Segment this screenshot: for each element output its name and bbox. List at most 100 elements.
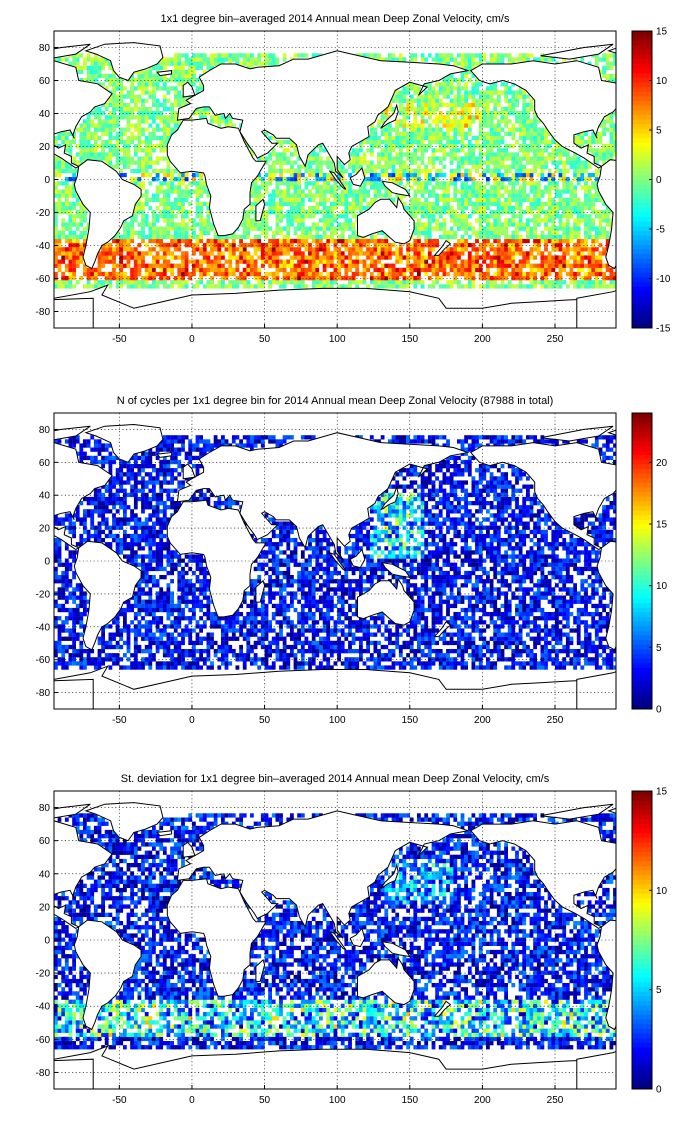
heatmap-cell	[144, 243, 149, 248]
heatmap-cell	[162, 193, 167, 198]
heatmap-cell	[424, 127, 429, 132]
heatmap-cell	[130, 222, 134, 227]
heatmap-cell	[504, 53, 508, 58]
heatmap-cell	[406, 284, 410, 289]
heatmap-cell	[478, 205, 483, 211]
heatmap-cell	[388, 164, 392, 169]
heatmap-cell	[427, 160, 432, 165]
heatmap-cell	[518, 119, 523, 124]
heatmap-cell	[489, 230, 494, 235]
heatmap-cell	[144, 189, 149, 194]
heatmap-cell	[104, 78, 109, 83]
heatmap-cell	[268, 61, 272, 66]
heatmap-cell	[409, 82, 414, 87]
heatmap-cell	[351, 205, 356, 211]
heatmap-cell	[533, 197, 537, 202]
heatmap-cell	[427, 127, 432, 132]
heatmap-cell	[388, 280, 392, 285]
heatmap-cell	[337, 168, 341, 174]
heatmap-cell	[460, 73, 465, 79]
heatmap-cell	[515, 243, 519, 248]
heatmap-cell	[547, 255, 552, 260]
heatmap-cell	[141, 185, 145, 190]
heatmap-cell	[602, 160, 606, 165]
heatmap-cell	[152, 197, 156, 202]
heatmap-cell	[286, 222, 291, 227]
heatmap-cell	[75, 243, 80, 248]
heatmap-cell	[609, 144, 614, 149]
heatmap-cell	[526, 123, 530, 128]
heatmap-cell	[192, 82, 196, 87]
heatmap-cell	[115, 280, 120, 285]
heatmap-cell	[402, 284, 407, 289]
heatmap-cell	[159, 181, 164, 186]
heatmap-cell	[587, 263, 592, 268]
colorbar-step	[632, 300, 652, 306]
heatmap-cell	[486, 152, 490, 157]
heatmap-cell	[148, 73, 153, 79]
heatmap-cell	[297, 193, 301, 198]
heatmap-cell	[137, 230, 142, 235]
heatmap-cell	[184, 189, 189, 194]
heatmap-cell	[202, 201, 207, 207]
heatmap-cell	[221, 276, 225, 281]
heatmap-cell	[155, 197, 160, 202]
heatmap-cell	[137, 197, 142, 202]
heatmap-cell	[108, 98, 113, 103]
heatmap-cell	[268, 197, 272, 202]
heatmap-cell	[148, 226, 153, 231]
heatmap-cell	[181, 98, 185, 103]
heatmap-cell	[308, 172, 312, 178]
heatmap-cell	[486, 102, 490, 108]
heatmap-cell	[449, 214, 454, 219]
heatmap-cell	[170, 57, 174, 62]
heatmap-cell	[420, 222, 425, 227]
colorbar-step	[632, 133, 652, 139]
land-outline	[380, 103, 399, 129]
heatmap-cell	[413, 247, 418, 252]
heatmap-cell	[64, 255, 69, 260]
heatmap-cell	[173, 65, 178, 70]
heatmap-cell	[86, 115, 91, 120]
heatmap-cell	[587, 139, 592, 145]
heatmap-cell	[221, 115, 225, 120]
heatmap-cell	[518, 271, 523, 277]
heatmap-cell	[119, 267, 124, 273]
heatmap-cell	[275, 247, 280, 252]
heatmap-cell	[558, 222, 563, 227]
heatmap-cell	[526, 284, 530, 289]
heatmap-cell	[424, 222, 429, 227]
heatmap-cell	[533, 193, 537, 198]
heatmap-cell	[290, 185, 294, 190]
colorbar-step	[632, 193, 652, 199]
heatmap-cell	[522, 119, 527, 124]
heatmap-cell	[159, 276, 164, 281]
heatmap-cell	[344, 247, 349, 252]
land-outline	[576, 290, 616, 328]
heatmap-cell	[286, 160, 291, 165]
heatmap-cell	[584, 222, 588, 227]
heatmap-cell	[576, 214, 581, 219]
heatmap-cell	[605, 156, 610, 161]
colorbar-step	[632, 230, 652, 236]
heatmap-cell	[544, 135, 548, 141]
heatmap-cell	[594, 160, 599, 165]
heatmap-cell	[395, 139, 400, 145]
heatmap-cell	[141, 193, 145, 198]
heatmap-cell	[195, 247, 200, 252]
heatmap-cell	[529, 102, 534, 108]
heatmap-cell	[493, 164, 498, 169]
heatmap-cell	[72, 267, 76, 273]
heatmap-cell	[133, 259, 138, 264]
heatmap-cell	[453, 131, 458, 136]
heatmap-cell	[68, 164, 73, 169]
heatmap-cell	[584, 276, 588, 281]
heatmap-cell	[402, 139, 407, 145]
heatmap-cell	[239, 238, 243, 244]
heatmap-cell	[402, 131, 407, 136]
heatmap-cell	[493, 181, 498, 186]
heatmap-cell	[93, 135, 98, 141]
heatmap-cell	[101, 152, 105, 157]
heatmap-cell	[562, 230, 567, 235]
heatmap-cell	[119, 127, 124, 132]
